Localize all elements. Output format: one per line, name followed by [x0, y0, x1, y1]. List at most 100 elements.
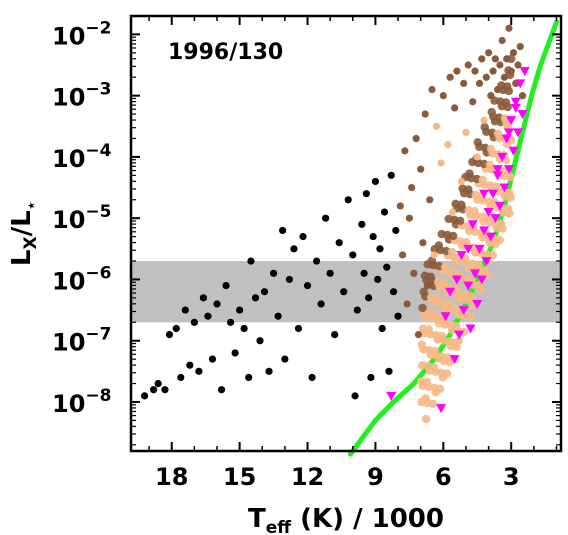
- data-point: [453, 67, 461, 75]
- x-tick-label: 18: [155, 463, 188, 491]
- triangle-point: [483, 208, 494, 218]
- cloud-point: [462, 238, 471, 247]
- triangle-point: [386, 391, 397, 401]
- triangle-point: [492, 165, 503, 175]
- data-point: [430, 251, 438, 259]
- cloud-point: [437, 331, 447, 341]
- data-point: [448, 208, 456, 216]
- triangle-point: [451, 275, 462, 285]
- data-point: [376, 245, 384, 253]
- y-tick-label: 10−6: [52, 263, 111, 295]
- cloud-point: [432, 294, 442, 303]
- data-point: [251, 294, 260, 302]
- triangle-point: [463, 281, 474, 291]
- data-point: [392, 226, 400, 235]
- data-point: [274, 312, 282, 320]
- data-point: [514, 61, 522, 69]
- triangle-point: [506, 116, 517, 126]
- data-point: [247, 257, 255, 265]
- cloud-point: [457, 200, 466, 209]
- cloud-point: [430, 346, 440, 356]
- cloud-point: [435, 384, 445, 393]
- cloud-point: [456, 216, 465, 225]
- data-point: [190, 318, 198, 326]
- triangle-point: [479, 189, 490, 199]
- data-point: [480, 116, 488, 124]
- data-point: [487, 92, 495, 100]
- data-point: [412, 134, 420, 143]
- cloud-point: [506, 172, 515, 182]
- data-point: [260, 288, 269, 296]
- data-point: [507, 67, 515, 75]
- data-point: [331, 330, 339, 339]
- cloud-point: [481, 266, 491, 275]
- cloud-point: [474, 260, 483, 270]
- triangle-point: [515, 79, 526, 89]
- data-point: [444, 141, 452, 149]
- axis-ticks: [131, 16, 561, 451]
- cloud-point: [418, 303, 427, 313]
- cloud-point: [452, 285, 462, 294]
- cloud-point: [495, 235, 505, 245]
- data-point: [503, 55, 511, 63]
- x-tick-label: 9: [367, 463, 384, 491]
- data-point: [478, 55, 486, 63]
- x-tick-label: 15: [223, 463, 256, 491]
- triangle-point: [497, 152, 508, 162]
- data-point: [414, 330, 423, 339]
- cloud-point: [501, 98, 511, 107]
- y-tick-label: 10−8: [52, 386, 111, 418]
- cloud-point: [421, 394, 430, 403]
- cloud-point: [424, 325, 433, 334]
- data-point: [217, 386, 226, 394]
- cloud-point: [426, 272, 435, 281]
- cloud-point: [465, 169, 474, 178]
- data-point: [408, 183, 416, 192]
- data-point: [165, 330, 174, 339]
- triangle-point: [465, 324, 476, 334]
- data-point: [469, 98, 477, 106]
- annotation-label: 1996/130: [168, 40, 283, 65]
- scatter-points: [140, 24, 527, 424]
- data-point: [439, 92, 447, 100]
- triangle-point: [492, 171, 503, 181]
- data-point: [340, 288, 348, 296]
- triangle-point: [485, 232, 496, 242]
- cloud-point: [439, 278, 449, 288]
- triangle-point: [479, 226, 490, 236]
- data-point: [236, 306, 244, 314]
- data-point: [290, 245, 298, 253]
- cloud-point: [429, 362, 439, 372]
- data-point: [326, 269, 334, 277]
- data-point: [371, 177, 380, 186]
- triangle-point: [467, 220, 478, 230]
- triangle-point: [488, 189, 499, 199]
- data-point: [516, 43, 524, 51]
- triangle-point: [470, 269, 480, 279]
- data-point: [423, 281, 432, 290]
- data-point: [473, 153, 481, 161]
- triangle-point: [440, 312, 451, 322]
- triangle-points: [386, 67, 530, 414]
- data-point: [437, 159, 445, 167]
- cloud-point: [486, 144, 496, 153]
- data-point: [150, 386, 158, 394]
- data-point: [464, 61, 472, 69]
- data-point: [154, 380, 162, 388]
- triangle-point: [494, 201, 505, 211]
- x-axis-title: Teff (K) / 1000: [248, 504, 444, 535]
- data-point: [419, 239, 427, 247]
- y-tick-label: 10−4: [52, 141, 112, 173]
- cloud-point: [428, 399, 438, 409]
- data-point: [451, 104, 459, 112]
- data-point: [240, 324, 248, 333]
- triangle-point: [490, 214, 501, 224]
- y-tick-label: 10−3: [52, 80, 111, 112]
- data-point: [362, 190, 370, 198]
- cloud-point: [445, 300, 455, 309]
- plot-frame: [129, 14, 563, 453]
- data-point: [389, 288, 398, 296]
- data-point: [285, 275, 294, 284]
- data-point: [482, 73, 490, 81]
- data-point: [256, 337, 264, 345]
